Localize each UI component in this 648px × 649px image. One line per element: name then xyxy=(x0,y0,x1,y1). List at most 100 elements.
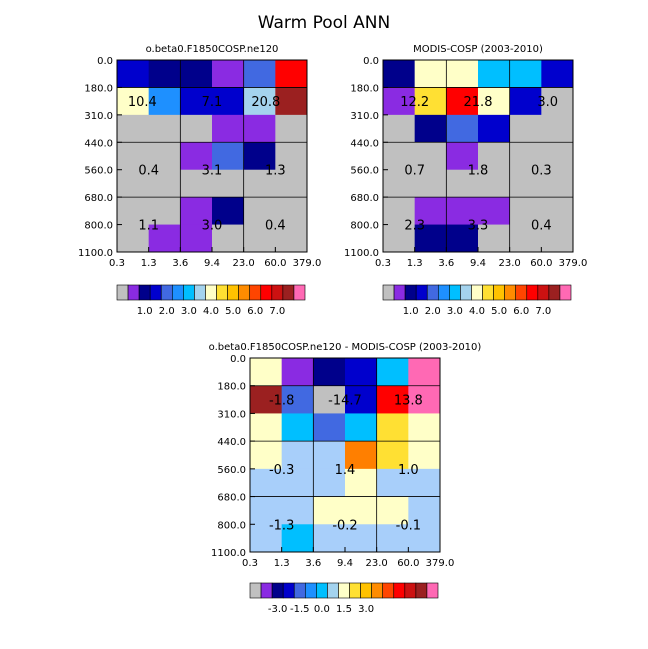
x-tick-label: 9.4 xyxy=(204,258,220,269)
heatmap-cell xyxy=(212,142,245,171)
cell-group-label: -1.3 xyxy=(269,518,294,533)
y-tick-label: 800.0 xyxy=(217,520,246,531)
colorbar-label: 4.0 xyxy=(469,306,485,317)
y-tick-label: 0.0 xyxy=(230,354,246,365)
colorbar-swatch xyxy=(127,284,140,301)
colorbar-swatch xyxy=(482,284,494,301)
colorbar-label: 0.0 xyxy=(314,604,330,615)
x-tick-label: 60.0 xyxy=(397,558,419,569)
colorbar-swatch xyxy=(515,284,528,301)
heatmap-cell xyxy=(117,169,150,198)
colorbar-swatch xyxy=(460,284,472,301)
cell-group-label: 21.8 xyxy=(464,95,493,110)
cell-group-label: 1.0 xyxy=(398,463,419,478)
y-tick-label: 560.0 xyxy=(350,166,379,177)
heatmap-cell xyxy=(313,496,346,525)
y-tick-label: 440.0 xyxy=(217,437,246,448)
heatmap-cell xyxy=(509,142,542,171)
colorbar-label: 3.0 xyxy=(447,306,463,317)
y-tick-label: 310.0 xyxy=(350,111,379,122)
colorbar-swatch xyxy=(138,284,151,301)
colorbar-label: 1.0 xyxy=(137,306,153,317)
heatmap-cell xyxy=(275,87,308,116)
heatmap-cell xyxy=(408,358,441,387)
x-tick-label: 0.3 xyxy=(242,558,258,569)
heatmap-cell xyxy=(383,114,416,143)
colorbar-swatch xyxy=(260,284,273,301)
chart-obs: MODIS-COSP (2003-2010) 12.2 21.8 3.0 0.7 1.8 0… xyxy=(344,44,587,317)
colorbar-label: 4.0 xyxy=(203,306,219,317)
heatmap-cell xyxy=(148,224,181,253)
colorbar-swatch xyxy=(349,582,361,599)
heatmap-cell xyxy=(212,60,245,88)
y-tick-label: 680.0 xyxy=(84,193,113,204)
colorbar-label: 2.0 xyxy=(159,306,175,317)
heatmap-cell xyxy=(376,358,409,387)
heatmap-cell xyxy=(509,197,542,226)
heatmap-cell xyxy=(376,496,409,525)
heatmap-cell xyxy=(478,114,511,143)
heatmap-cell xyxy=(250,468,283,498)
heatmap-cell xyxy=(345,496,378,525)
heatmap-cell xyxy=(345,385,378,414)
heatmap-cell xyxy=(509,114,542,143)
colorbar-swatch xyxy=(382,582,395,599)
colorbar-swatch xyxy=(293,284,306,301)
heatmap-cell xyxy=(117,60,150,88)
heatmap-cell xyxy=(180,169,213,198)
heatmap-cell xyxy=(408,385,441,414)
heatmap-cell xyxy=(250,385,283,414)
cell-group-label: 3.0 xyxy=(202,219,223,234)
cell-group-label: 10.4 xyxy=(128,95,157,110)
heatmap-cell xyxy=(478,169,511,198)
x-tick-label: 379.0 xyxy=(559,258,588,269)
colorbar-swatch xyxy=(449,284,461,301)
colorbar-swatch xyxy=(526,284,539,301)
colorbar-swatch xyxy=(415,284,428,301)
heatmap-cell xyxy=(117,197,150,226)
heatmap-cell xyxy=(408,441,441,470)
heatmap-cell xyxy=(541,142,574,171)
colorbar-swatch xyxy=(504,284,517,301)
colorbar-swatch xyxy=(393,284,406,301)
heatmap-cell xyxy=(148,142,181,171)
colorbar-swatch xyxy=(282,284,295,301)
x-tick-label: 3.6 xyxy=(305,558,321,569)
heatmap-cell xyxy=(117,142,150,171)
colorbar-label: -1.5 xyxy=(290,604,310,615)
heatmap-cell xyxy=(383,60,416,88)
heatmap-cell xyxy=(345,524,378,553)
colorbar-swatch xyxy=(216,284,228,301)
cell-group-label: 1.4 xyxy=(335,463,356,478)
heatmap-cell xyxy=(117,87,150,116)
y-tick-label: 310.0 xyxy=(84,111,113,122)
heatmap-cell xyxy=(376,385,409,414)
heatmap-cell xyxy=(478,87,511,116)
x-tick-label: 23.0 xyxy=(499,258,521,269)
heatmap-cell xyxy=(414,142,447,171)
heatmap-cell xyxy=(541,224,574,253)
heatmap-cell xyxy=(313,524,346,553)
x-tick-label: 3.6 xyxy=(172,258,188,269)
heatmap-cell xyxy=(446,114,479,143)
x-tick-label: 1.3 xyxy=(407,258,423,269)
x-tick-label: 9.4 xyxy=(470,258,486,269)
colorbar-label: 1.5 xyxy=(336,604,352,615)
heatmap-cell xyxy=(243,60,276,88)
heatmap-cell xyxy=(478,224,511,253)
y-tick-label: 440.0 xyxy=(350,138,379,149)
colorbar-swatch xyxy=(238,284,251,301)
x-tick-label: 9.4 xyxy=(337,558,353,569)
colorbar-label: 2.0 xyxy=(425,306,441,317)
cell-group-label: 0.4 xyxy=(531,219,552,234)
heatmap-cell xyxy=(281,358,314,387)
heatmap-cell xyxy=(408,468,441,498)
colorbar-swatch xyxy=(559,284,572,301)
cell-group-label: -0.1 xyxy=(396,518,421,533)
heatmap-cell xyxy=(281,496,314,525)
cell-group-label: 2.3 xyxy=(404,219,425,234)
heatmap-cell xyxy=(243,197,276,226)
cell-group-label: 3.0 xyxy=(537,95,558,110)
colorbar-swatch xyxy=(227,284,239,301)
